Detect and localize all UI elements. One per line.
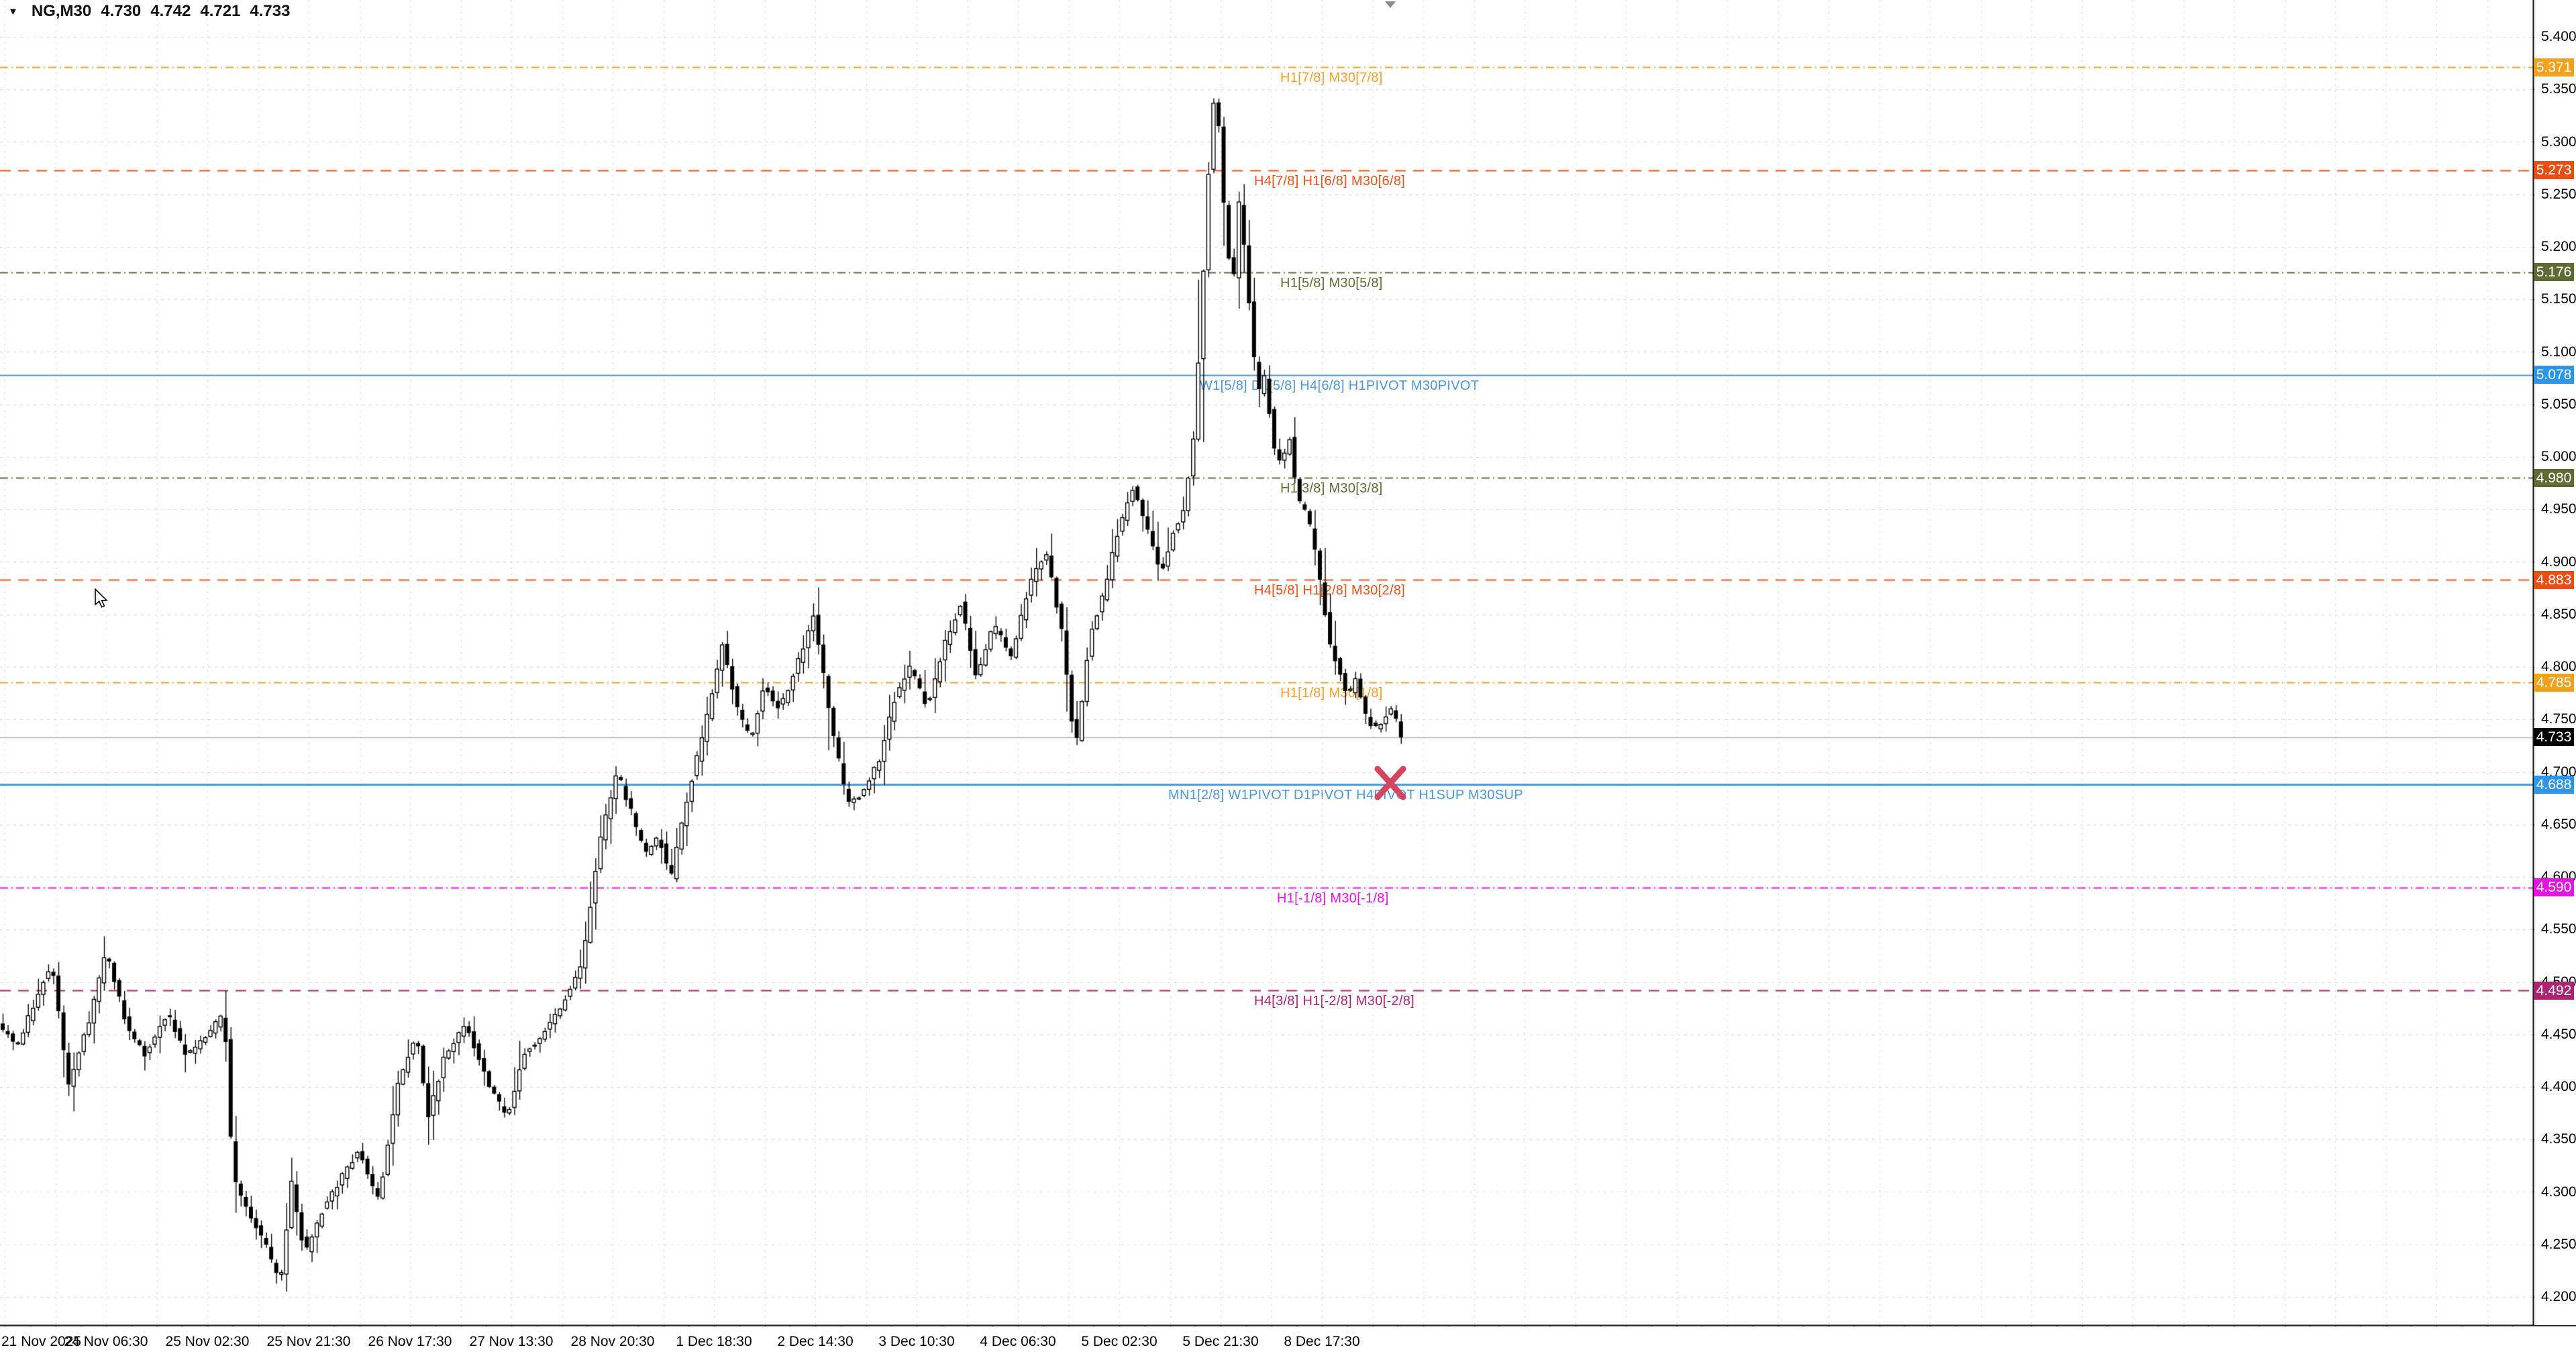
- ohlc-header: ▼ NG,M30 4.730 4.742 4.721 4.733: [8, 2, 290, 21]
- price-axis-label: 4.350: [2541, 1131, 2576, 1147]
- time-axis[interactable]: 21 Nov 2025 24 Nov 06:30 25 Nov 02:30 25 No…: [0, 1326, 2576, 1356]
- price-axis-label: 4.700: [2541, 764, 2576, 780]
- price-axis-label: 4.900: [2541, 554, 2576, 570]
- chart-shift-marker-icon: [1385, 1, 1396, 8]
- price-axis-label: 4.400: [2541, 1079, 2576, 1094]
- time-axis-label: 25 Nov 02:30: [165, 1334, 250, 1349]
- price-level-badge: 5.273: [2534, 161, 2574, 180]
- time-axis-label: 27 Nov 13:30: [469, 1334, 554, 1349]
- price-axis-label: 5.000: [2541, 449, 2576, 464]
- time-axis-label: 3 Dec 10:30: [878, 1334, 955, 1349]
- time-axis-label: 21 Nov 2025: [1, 1334, 82, 1349]
- high-value: 4.742: [150, 2, 191, 20]
- open-value: 4.730: [101, 2, 142, 20]
- price-axis-label: 4.850: [2541, 606, 2576, 622]
- price-level-badge: 4.980: [2534, 468, 2574, 487]
- price-axis-label: 4.950: [2541, 501, 2576, 517]
- price-level-badge: 4.688: [2534, 775, 2574, 794]
- time-axis-label: 1 Dec 18:30: [676, 1334, 752, 1349]
- price-level-badge: 4.883: [2534, 570, 2574, 589]
- chevron-down-icon[interactable]: ▼: [8, 5, 18, 17]
- time-axis-label: 5 Dec 21:30: [1182, 1334, 1259, 1349]
- price-axis-label: 5.100: [2541, 344, 2576, 360]
- time-axis-label: 24 Nov 06:30: [64, 1334, 148, 1349]
- price-axis-label: 5.350: [2541, 81, 2576, 97]
- price-axis-label: 4.750: [2541, 711, 2576, 727]
- price-axis-label: 4.250: [2541, 1236, 2576, 1252]
- symbol-name: NG,M30: [31, 2, 92, 20]
- time-axis-label: 8 Dec 17:30: [1284, 1334, 1360, 1349]
- price-axis-label: 5.300: [2541, 134, 2576, 150]
- low-value: 4.721: [200, 2, 241, 20]
- time-axis-label: 4 Dec 06:30: [980, 1334, 1056, 1349]
- price-level-badge: 4.785: [2534, 673, 2574, 692]
- time-axis-label: 5 Dec 02:30: [1081, 1334, 1157, 1349]
- price-axis[interactable]: 5.400 5.350 5.300 5.250 5.200 5.150 5.100 5.050…: [2534, 0, 2576, 1325]
- mouse-cursor-icon: [95, 588, 108, 608]
- price-level-badge: 4.492: [2534, 981, 2574, 1000]
- price-axis-label: 4.650: [2541, 816, 2576, 832]
- price-axis-label: 4.200: [2541, 1289, 2576, 1304]
- time-axis-label: 2 Dec 14:30: [777, 1334, 854, 1349]
- price-level-badge: 5.078: [2534, 366, 2574, 384]
- price-axis-label: 5.250: [2541, 186, 2576, 202]
- price-level-badge: 5.176: [2534, 263, 2574, 282]
- time-axis-label: 28 Nov 20:30: [570, 1334, 655, 1349]
- price-axis-label: 5.400: [2541, 29, 2576, 44]
- price-level-badge: 4.590: [2534, 878, 2574, 897]
- deal-close-marker-x-icon: [1374, 766, 1406, 800]
- price-axis-label: 4.450: [2541, 1026, 2576, 1042]
- price-axis-label: 4.550: [2541, 921, 2576, 937]
- price-axis-label: 5.050: [2541, 396, 2576, 412]
- price-axis-label: 4.800: [2541, 659, 2576, 674]
- price-axis-label: 4.300: [2541, 1184, 2576, 1200]
- time-axis-label: 26 Nov 17:30: [368, 1334, 452, 1349]
- close-value: 4.733: [250, 2, 291, 20]
- time-axis-label: 25 Nov 21:30: [266, 1334, 351, 1349]
- price-axis-label: 5.150: [2541, 291, 2576, 307]
- price-level-badge: 4.733: [2534, 728, 2574, 747]
- price-level-badge: 5.371: [2534, 58, 2574, 76]
- price-axis-label: 5.200: [2541, 239, 2576, 254]
